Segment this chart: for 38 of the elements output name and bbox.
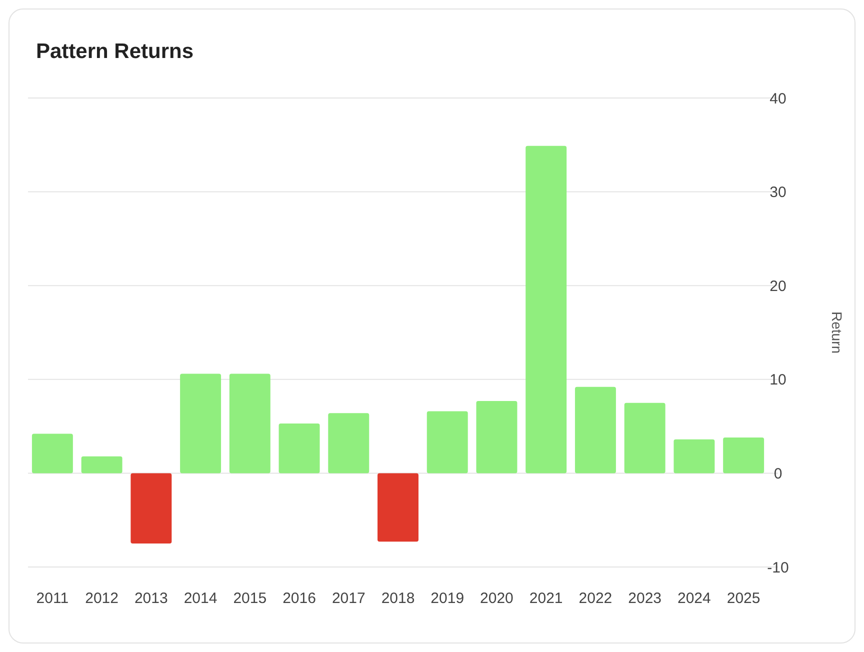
bar xyxy=(723,438,764,474)
y-axis-title: Return xyxy=(829,311,845,354)
bar xyxy=(476,400,518,474)
x-tick-label: 2014 xyxy=(184,590,218,607)
bar xyxy=(81,456,122,474)
bar xyxy=(526,146,567,474)
x-tick-label: 2021 xyxy=(529,590,563,607)
x-tick-label: 2017 xyxy=(332,590,366,607)
y-tick-label: 0 xyxy=(774,465,782,482)
x-tick-label: 2020 xyxy=(480,590,514,607)
x-tick-label: 2011 xyxy=(36,590,69,607)
y-tick-label: -10 xyxy=(767,559,789,576)
x-tick-label: 2025 xyxy=(726,590,760,607)
x-tick-label: 2015 xyxy=(233,590,267,607)
bar xyxy=(130,473,172,544)
x-tick-label: 2023 xyxy=(628,590,662,607)
x-tick-label: 2024 xyxy=(678,590,711,607)
bar xyxy=(180,374,222,474)
bar xyxy=(574,386,616,474)
bar xyxy=(278,423,320,474)
y-tick-label: 40 xyxy=(770,90,786,108)
chart-title: Pattern Returns xyxy=(36,40,194,63)
x-tick-label: 2013 xyxy=(134,590,168,607)
bar xyxy=(674,439,715,474)
bar xyxy=(378,473,418,542)
x-tick-label: 2018 xyxy=(381,590,415,607)
x-tick-label: 2022 xyxy=(578,590,612,607)
x-tick-label: 2012 xyxy=(85,590,118,607)
x-tick-label: 2019 xyxy=(430,590,464,607)
bar xyxy=(229,374,270,474)
y-tick-label: 10 xyxy=(770,372,786,389)
bar xyxy=(426,411,468,474)
bar xyxy=(32,434,73,474)
x-tick-label: 2016 xyxy=(282,590,316,607)
y-tick-label: 20 xyxy=(770,278,786,295)
y-tick-label: 30 xyxy=(770,184,786,202)
bar xyxy=(624,402,666,474)
bar xyxy=(328,413,370,474)
